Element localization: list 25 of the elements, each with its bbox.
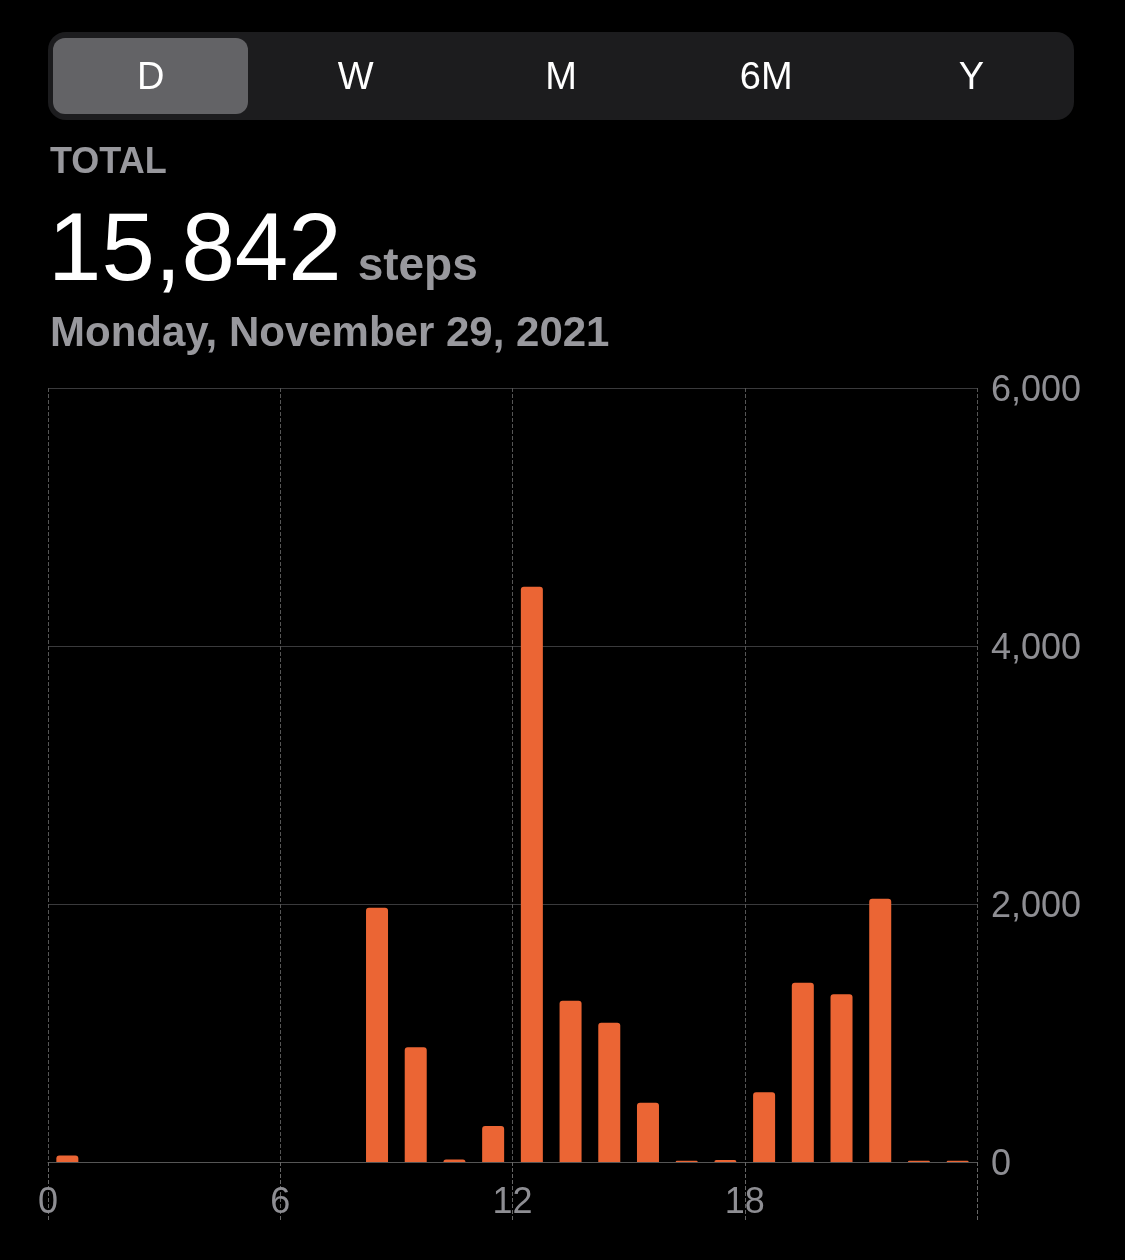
y-tick-label: 4,000 <box>991 625 1082 667</box>
bar <box>753 1092 776 1162</box>
bar <box>56 1155 79 1162</box>
chart-title: TOTAL <box>50 140 167 182</box>
x-tick-label: 12 <box>492 1179 533 1221</box>
bar <box>482 1125 505 1162</box>
bar <box>830 994 853 1162</box>
bar <box>559 1000 582 1162</box>
y-tick-label: 2,000 <box>991 883 1082 925</box>
bar <box>366 907 389 1162</box>
bar <box>869 898 892 1162</box>
x-tick-label: 0 <box>37 1179 59 1221</box>
bar <box>404 1047 427 1162</box>
bar <box>598 1022 621 1162</box>
text: 15,842 <box>48 193 342 300</box>
bar <box>520 586 543 1162</box>
bar <box>636 1102 659 1162</box>
text: steps <box>357 238 478 290</box>
chart-subtitle: Monday, November 29, 2021 <box>50 308 610 356</box>
y-tick-label: 6,000 <box>991 367 1082 409</box>
y-tick-label: 0 <box>991 1141 1012 1183</box>
bar <box>791 982 814 1162</box>
x-tick-label: 6 <box>270 1179 291 1221</box>
x-tick-label: 18 <box>724 1179 765 1221</box>
segmented-control: D W M 6M Y <box>48 32 1074 120</box>
